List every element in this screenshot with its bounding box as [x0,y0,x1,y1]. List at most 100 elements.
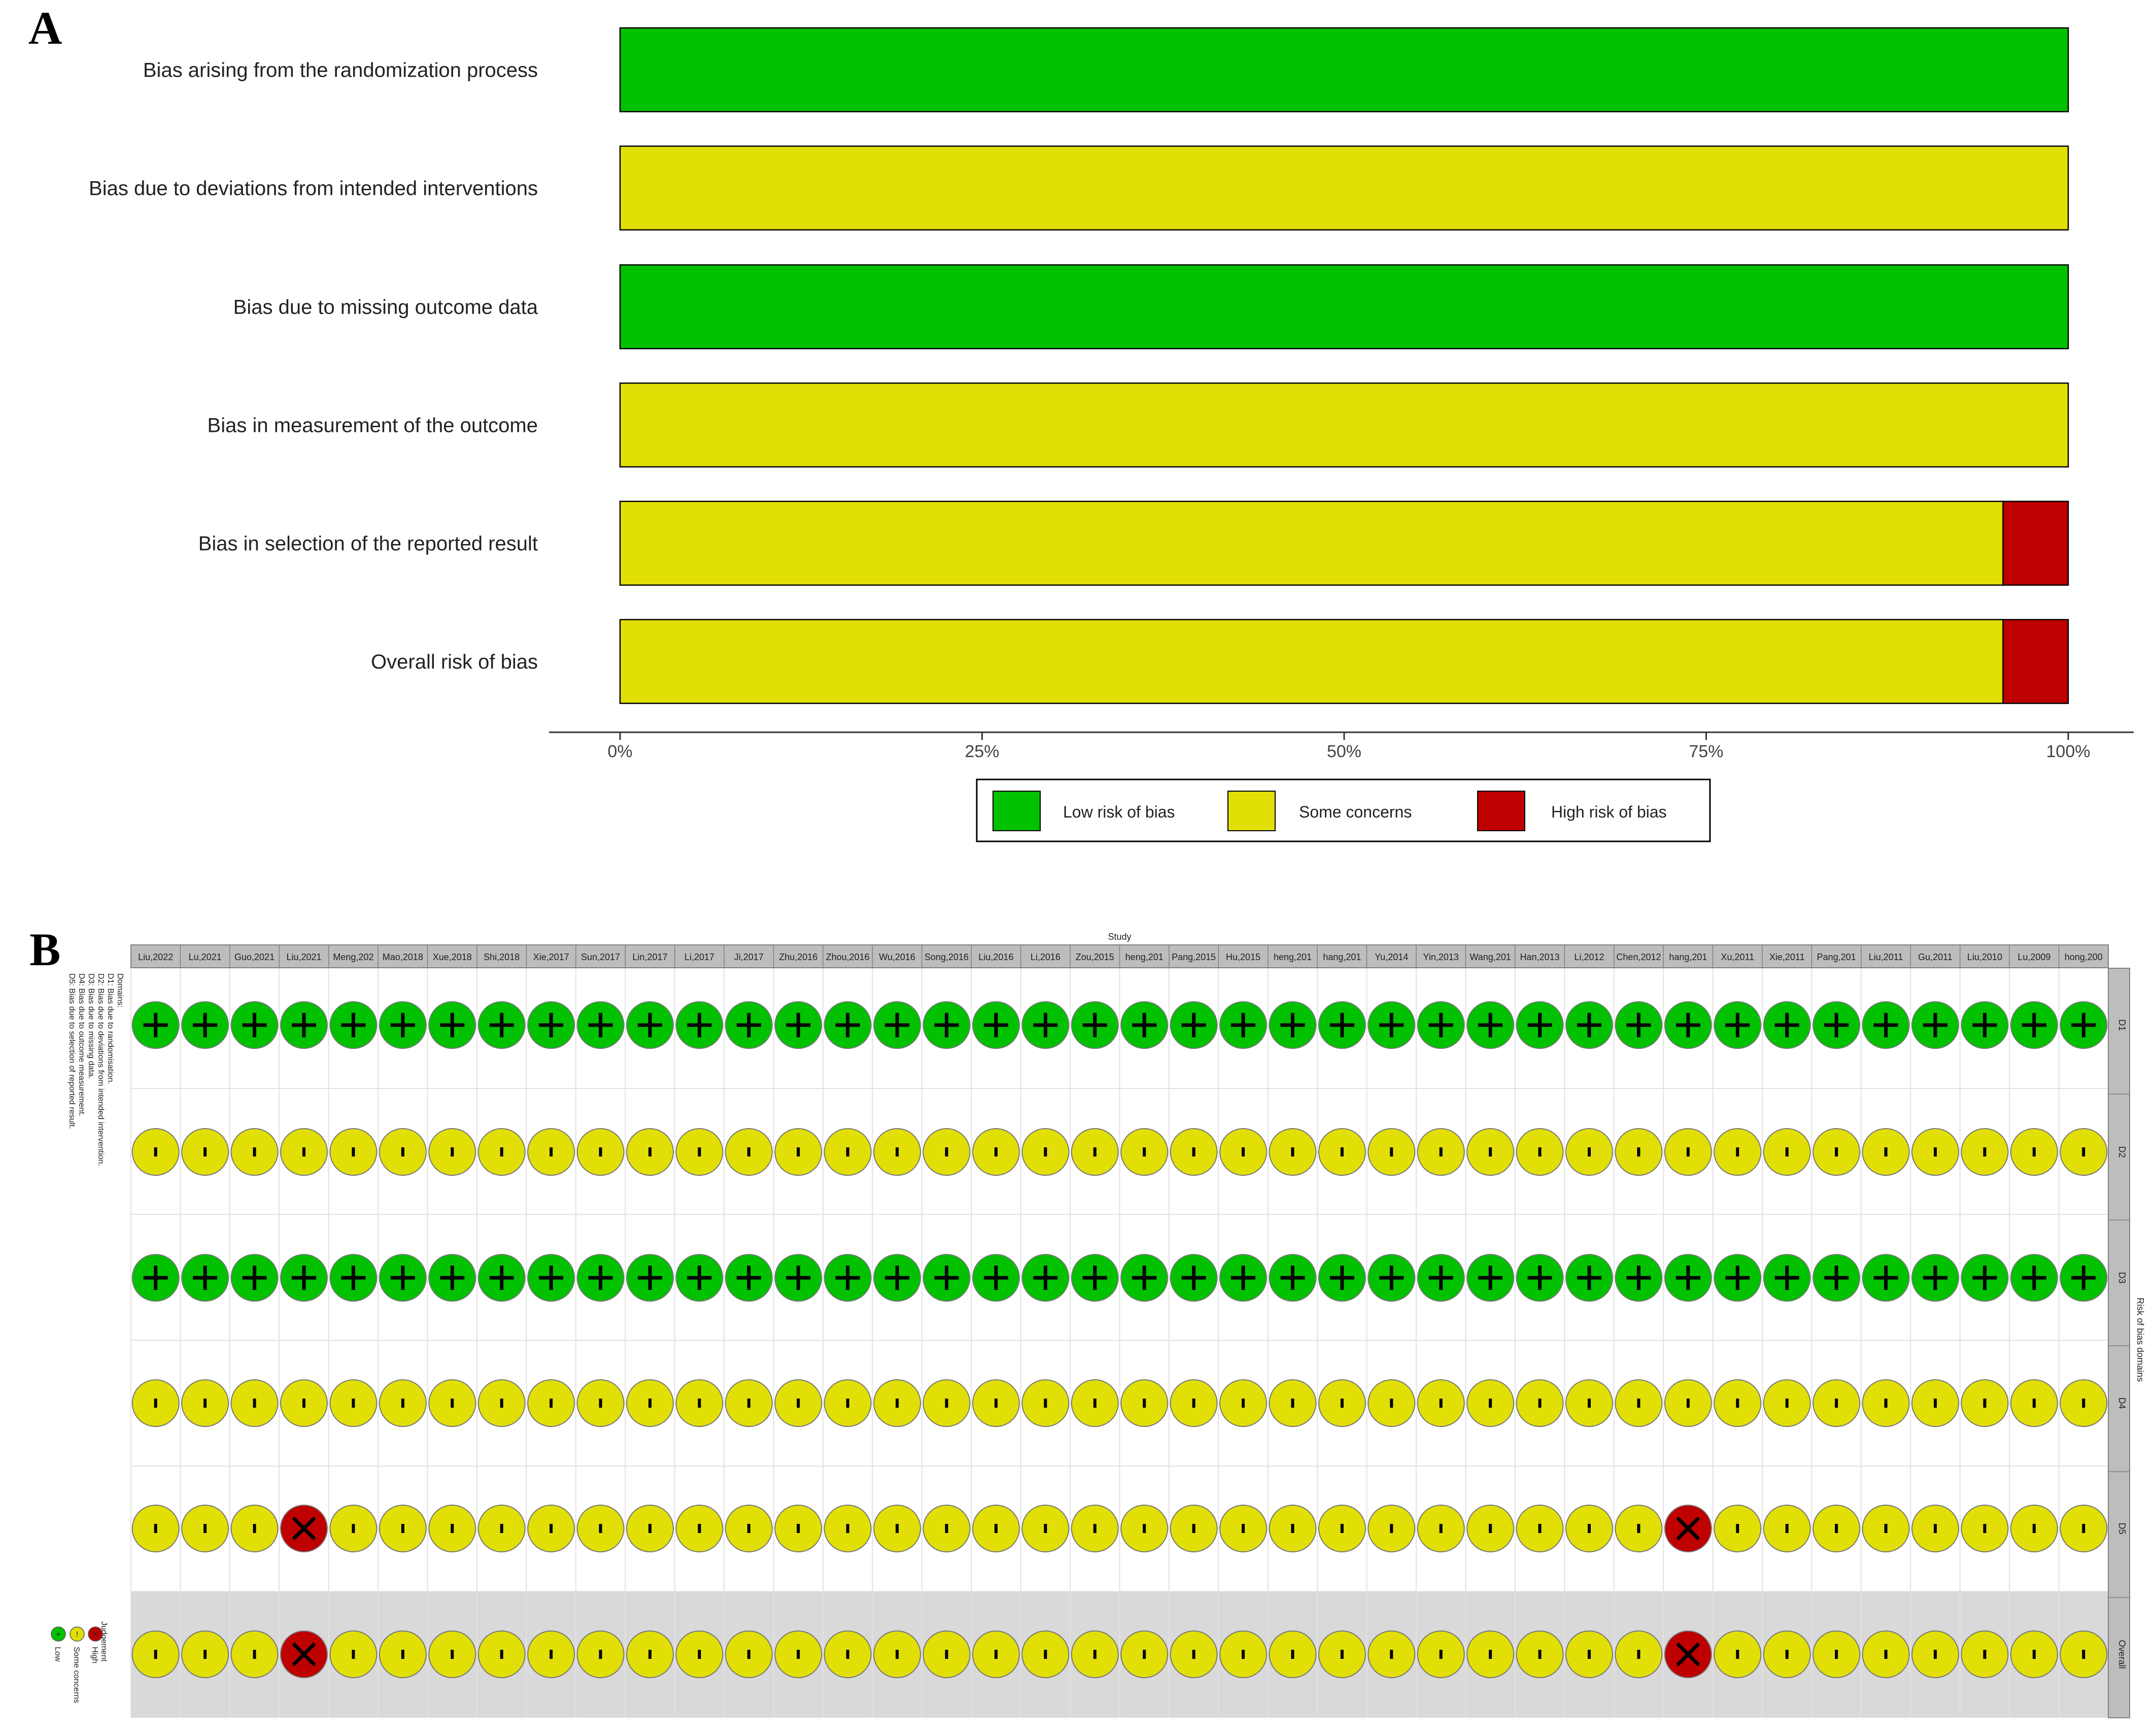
judgement-heading: Judgement [99,1621,108,1662]
domain-row-label: D4 [2117,1397,2127,1409]
plus-symbol [1231,1266,1256,1290]
plus-symbol [1132,1013,1157,1037]
study-label: hang,201 [1669,952,1707,962]
study-label: Pang,201 [1817,952,1856,962]
plus-symbol [1231,1013,1256,1037]
plus-symbol [1428,1266,1453,1290]
plus-symbol [1972,1013,1997,1037]
plus-symbol [1033,1013,1058,1037]
plus-symbol [1280,1266,1305,1290]
study-label: Li,2012 [1575,952,1604,962]
plus-symbol [1873,1266,1898,1290]
legend-swatch [1477,791,1525,831]
plus-symbol [1478,1013,1503,1037]
study-label: Li,2016 [1031,952,1060,962]
plus-symbol [588,1013,613,1037]
plus-symbol [2071,1266,2096,1290]
plus-symbol [2071,1013,2096,1037]
study-label: Xu,2011 [1721,952,1754,962]
plus-symbol [1972,1266,1997,1290]
study-label: Song,2016 [925,952,969,962]
legend-label: Low risk of bias [1063,803,1175,821]
plus-symbol [1577,1266,1602,1290]
plus-symbol [440,1266,465,1290]
plus-symbol [440,1013,465,1037]
study-label: Lin,2017 [632,952,667,962]
legend-label: Some concerns [1299,803,1412,821]
domain-label: Bias in selection of the reported result [198,533,538,555]
study-label: Zhu,2016 [779,952,817,962]
plus-symbol [539,1266,564,1290]
study-label: heng,201 [1274,952,1312,962]
study-label: Chen,2012 [1616,952,1661,962]
study-label: Hu,2015 [1226,952,1260,962]
x-tick-label: 25% [965,742,999,761]
plus-symbol [1824,1266,1849,1290]
plus-symbol [1329,1013,1354,1037]
study-label: Xie,2017 [533,952,569,962]
judgement-legend-symbol: X [93,1630,98,1639]
bar-segment [619,27,2069,113]
plus-symbol [1329,1266,1354,1290]
plus-symbol [687,1013,712,1037]
study-label: Ji,2017 [734,952,764,962]
plus-symbol [489,1013,514,1037]
summary-bar-chart: Bias arising from the randomization proc… [89,27,2134,842]
plus-symbol [687,1266,712,1290]
plus-symbol [390,1013,415,1037]
study-label: hong,200 [2065,952,2103,962]
judgement-legend-dot [51,1626,66,1642]
plus-symbol [1626,1013,1651,1037]
study-label: Pang,2015 [1172,952,1216,962]
plus-symbol [835,1266,860,1290]
plus-symbol [242,1266,267,1290]
domain-strip [2108,968,2130,1718]
bar-segment [619,145,2069,231]
judgement-legend-label: Low [53,1647,62,1662]
domain-note: D5: Bias due to selection of reported re… [67,973,76,1129]
study-label: Wang,201 [1469,952,1511,962]
panel-label-a: A [28,2,62,54]
plus-symbol [934,1013,959,1037]
plus-symbol [1923,1013,1948,1037]
plus-symbol [885,1266,910,1290]
judgement-legend-dot [70,1626,85,1642]
plus-symbol [341,1013,366,1037]
legend-swatch [1227,791,1276,831]
plus-symbol [786,1013,811,1037]
domain-row-label: D3 [2117,1272,2127,1283]
domain-note: Domains: [116,973,124,1008]
plus-symbol [1873,1013,1898,1037]
plus-symbol [1725,1013,1750,1037]
plus-symbol [2022,1266,2046,1290]
plus-symbol [193,1266,218,1290]
x-tick-label: 0% [607,742,632,761]
domain-row-label: D5 [2117,1522,2127,1534]
study-label: Lu,2009 [2017,952,2050,962]
study-label: Meng,202 [333,952,373,962]
x-tick-label: 75% [1689,742,1723,761]
plus-symbol [193,1013,218,1037]
plus-symbol [1774,1266,1799,1290]
judgement-legend-label: Some concerns [72,1647,81,1703]
legend-label: High risk of bias [1551,803,1667,821]
domain-note: D3: Bias due to missing data. [87,973,95,1079]
plus-symbol [489,1266,514,1290]
domain-note: D4: Bias due to outcome measurement. [77,973,86,1116]
plus-symbol [1428,1013,1453,1037]
domain-label: Bias due to deviations from intended int… [89,178,538,200]
plus-symbol [390,1266,415,1290]
study-header-title: Study [1108,932,1131,942]
domain-label: Bias arising from the randomization proc… [143,59,538,82]
plus-symbol [1478,1266,1503,1290]
bar-segment [619,619,2004,704]
plus-symbol [1527,1266,1552,1290]
plus-symbol [1082,1013,1107,1037]
study-label: Liu,2010 [1967,952,2002,962]
bar-segment [2002,500,2069,586]
study-label: Yin,2013 [1423,952,1459,962]
study-label: Zhou,2016 [826,952,870,962]
cross-symbol [292,1642,316,1667]
plus-symbol [1379,1013,1404,1037]
plus-symbol [637,1013,662,1037]
